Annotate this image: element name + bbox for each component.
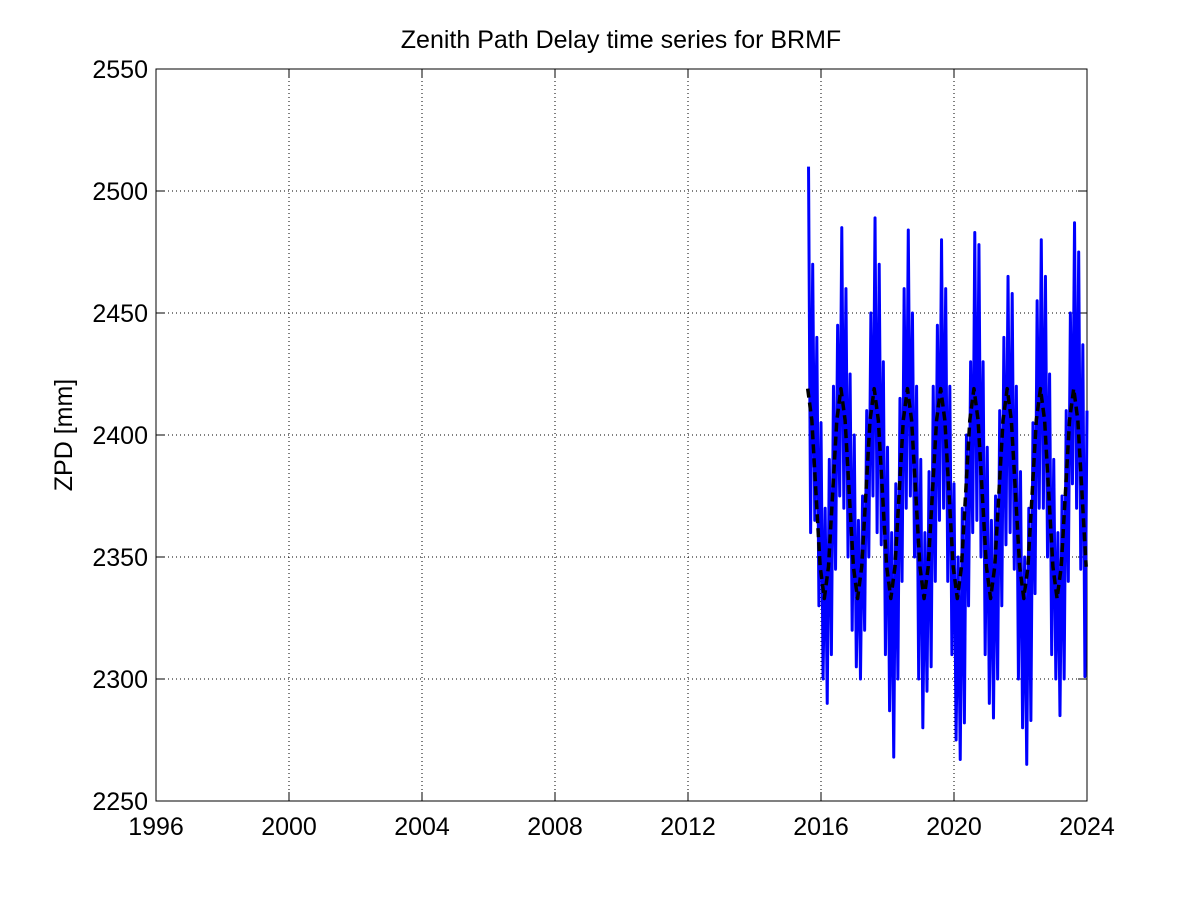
y-tick-label: 2500: [92, 178, 148, 206]
y-tick-label: 2300: [92, 666, 148, 694]
y-tick-label: 2550: [92, 56, 148, 84]
y-tick-label: 2250: [92, 788, 148, 816]
series-line: [805, 386, 1088, 601]
x-tick-label: 2012: [660, 813, 716, 841]
chart-title: Zenith Path Delay time series for BRMF: [401, 26, 841, 54]
y-tick-label: 2350: [92, 544, 148, 572]
x-tick-label: 2004: [394, 813, 450, 841]
x-tick-label: 2000: [261, 813, 317, 841]
y-axis-label: ZPD [mm]: [50, 379, 78, 492]
x-tick-label: 1996: [128, 813, 184, 841]
x-tick-label: 2020: [926, 813, 982, 841]
y-tick-label: 2400: [92, 422, 148, 450]
y-tick-label: 2450: [92, 300, 148, 328]
x-tick-label: 2016: [793, 813, 849, 841]
x-tick-label: 2024: [1059, 813, 1115, 841]
x-tick-label: 2008: [527, 813, 583, 841]
series-line: [807, 166, 1089, 766]
